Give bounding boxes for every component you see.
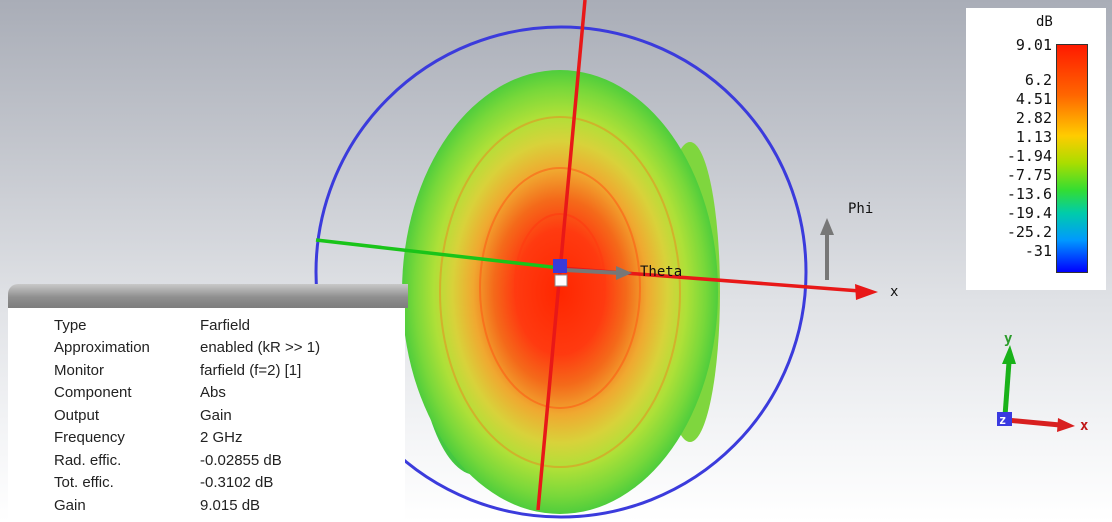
info-table: Type Farfield Approximation enabled (kR >>… [54,314,320,517]
info-row: Type Farfield [54,314,320,337]
info-key: Approximation [54,339,150,357]
info-row: Gain 9.015 dB [54,494,320,517]
origin-marker [553,259,567,273]
theta-arrowhead [616,266,632,280]
legend-label: -13.6 [1006,185,1052,203]
triad-y-arrowhead [1002,345,1016,364]
info-row: Approximation enabled (kR >> 1) [54,337,320,360]
radiation-pattern [402,70,718,514]
green-axis-line [315,238,561,270]
x-axis-arrowhead [855,284,878,300]
info-key: Tot. effic. [54,474,114,492]
info-value: Abs [200,384,226,402]
info-key: Component [54,384,132,402]
legend-label: -1.94 [1006,147,1052,165]
theta-arrow-shaft [564,268,621,275]
legend-label-min: -31 [1024,242,1052,260]
pattern-contour-2 [479,167,641,409]
triad-x-label: x [1080,418,1089,434]
info-key: Type [54,316,87,334]
triad-x-arrowhead [1057,418,1075,432]
info-row: Monitor farfield (f=2) [1] [54,359,320,382]
triad-y-axis [1002,361,1012,417]
info-value: -0.02855 dB [200,451,282,469]
color-legend: dB 9.01 6.2 4.51 2.82 1.13 -1.94 -7.75 -… [966,8,1106,290]
legend-label: 4.51 [1015,90,1052,108]
theta-label: Theta [640,264,682,280]
info-panel-header [8,284,408,308]
info-row: Frequency 2 GHz [54,427,320,450]
origin-marker-base [554,274,568,287]
pattern-contour-3 [514,213,606,355]
info-key: Rad. effic. [54,451,122,469]
legend-color-bar [1056,44,1088,273]
triad-z-box [997,412,1012,426]
triad-y-label: y [1004,331,1013,347]
legend-unit: dB [1036,14,1053,30]
info-value: -0.3102 dB [200,474,274,492]
info-row: Tot. effic. -0.3102 dB [54,472,320,495]
x-axis-label: x [890,284,898,300]
legend-label: -25.2 [1006,223,1052,241]
pattern-contour-1 [439,116,681,468]
vertical-axis-line [536,0,587,511]
info-value: enabled (kR >> 1) [200,339,321,357]
legend-label: 2.82 [1015,109,1052,127]
triad-x-axis [1005,417,1061,428]
info-row: Rad. effic. -0.02855 dB [54,449,320,472]
info-value: farfield (f=2) [1] [200,361,302,379]
phi-label: Phi [848,201,873,217]
reference-circle [314,25,808,519]
info-value: Farfield [200,316,251,334]
legend-label: 1.13 [1015,128,1052,146]
legend-label: -7.75 [1006,166,1052,184]
info-key: Frequency [54,429,125,447]
triad-z-label: z [999,413,1006,427]
info-value: 9.015 dB [200,496,261,514]
legend-label-max: 9.01 [1015,36,1052,54]
info-key: Gain [54,496,86,514]
info-panel: Type Farfield Approximation enabled (kR >>… [8,308,405,522]
info-value: Gain [200,406,232,424]
legend-label: -19.4 [1006,204,1052,222]
info-row: Component Abs [54,382,320,405]
info-value: 2 GHz [200,429,243,447]
info-key: Output [54,406,100,424]
phi-arrowhead [820,218,834,235]
info-key: Monitor [54,361,105,379]
info-row: Output Gain [54,404,320,427]
legend-label: 6.2 [1024,71,1052,89]
